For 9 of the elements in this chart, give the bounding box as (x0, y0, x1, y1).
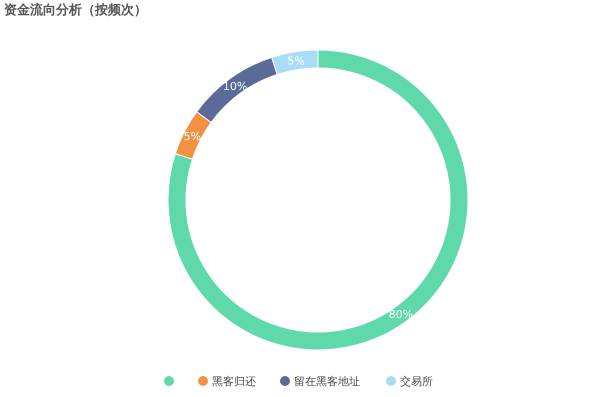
chart-title: 资金流向分析（按频次） (4, 2, 147, 18)
data-label: 10% (222, 80, 248, 93)
data-label: 5% (184, 130, 202, 143)
legend-label: 黑客归还 (212, 375, 256, 388)
data-label: 80% (388, 308, 414, 321)
data-label: 5% (287, 54, 305, 68)
donut-slice (168, 50, 468, 350)
legend-label: 交易所 (400, 375, 433, 388)
legend-label: 留在黑客地址 (294, 375, 360, 388)
